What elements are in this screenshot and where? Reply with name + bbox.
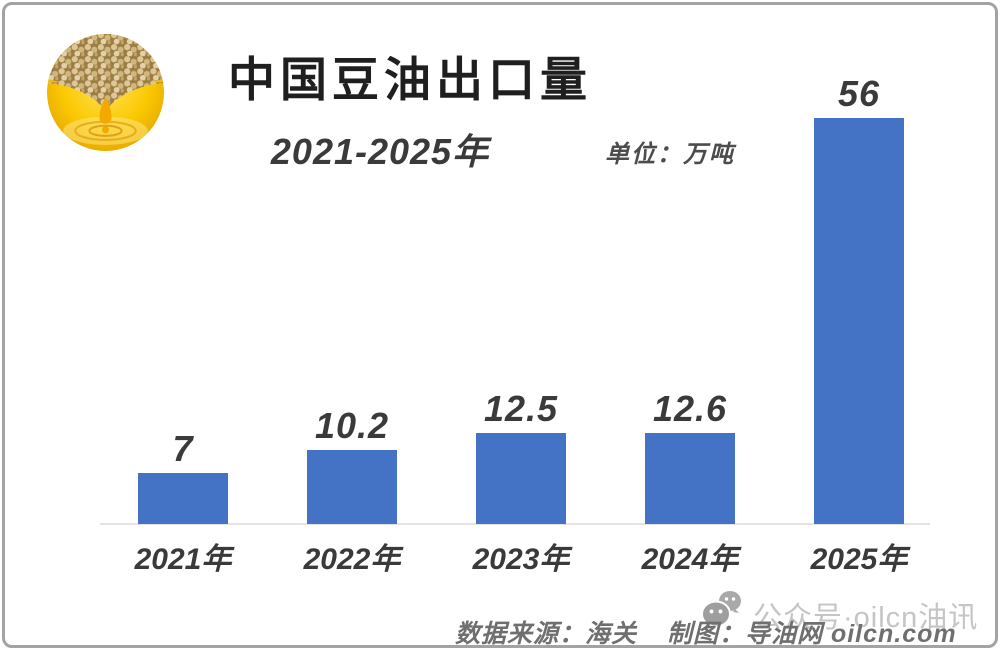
- watermark: 公众号·oilcn油讯: [699, 588, 978, 636]
- bar-value-label: 12.5: [483, 388, 559, 429]
- watermark-text: 公众号·oilcn油讯: [753, 602, 979, 634]
- bar-2021年: [138, 473, 228, 524]
- bar-value-label: 12.6: [652, 388, 728, 429]
- credit-label: 制图：导油网 oilcn.com: [667, 620, 957, 648]
- unit-label: 单位：万吨: [605, 141, 735, 168]
- bar-chart: 7 2021年 10.2 2022年 12.5 2023年 12.6 2024年 56 2025年: [5, 5, 1000, 655]
- bar-2022年: [307, 450, 397, 524]
- wechat-icon: [701, 591, 741, 630]
- axis-label-2024年: 2024年: [641, 543, 739, 576]
- data-source-label: 数据来源：海关: [455, 620, 638, 648]
- bar-value-label: 10.2: [314, 405, 390, 446]
- bar-2024年: [645, 433, 735, 524]
- soybean-oil-logo: [45, 32, 166, 153]
- axis-label-2021年: 2021年: [134, 543, 232, 576]
- axis-label-2022年: 2022年: [303, 543, 401, 576]
- soybean-oil-logo-graphic: [47, 34, 164, 151]
- chart-subtitle: 2021-2025年: [270, 131, 490, 172]
- bar-value-label: 7: [172, 428, 194, 469]
- bar-2023年: [476, 433, 566, 524]
- chart-title: 中国豆油出口量: [228, 53, 592, 106]
- x-axis-line: [100, 523, 930, 525]
- axis-label-2025年: 2025年: [810, 543, 908, 576]
- bar-value-label: 56: [837, 73, 881, 114]
- bar-2025年: [814, 118, 904, 524]
- axis-label-2023年: 2023年: [472, 543, 570, 576]
